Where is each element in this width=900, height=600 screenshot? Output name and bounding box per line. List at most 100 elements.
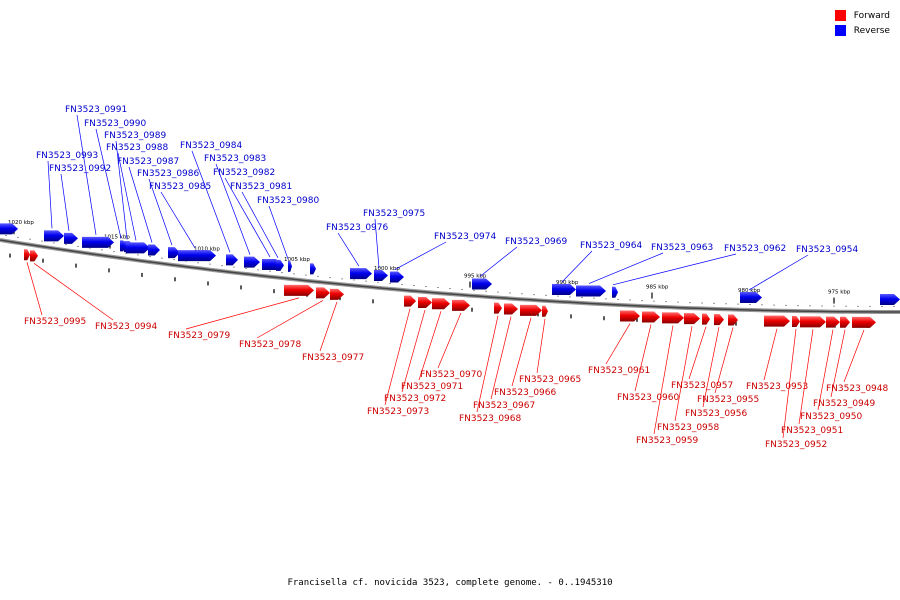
reverse-leader-line — [268, 205, 289, 260]
reverse-gene-arrow — [472, 278, 492, 290]
forward-leader-line — [26, 262, 43, 316]
forward-gene-arrow — [840, 316, 850, 328]
scale-tick-label: 1005 kbp — [284, 257, 310, 263]
reverse-gene-label: FN3523_0982 — [213, 168, 275, 178]
forward-leader-line — [319, 301, 338, 352]
reverse-gene-label: FN3523_0962 — [724, 244, 786, 254]
reverse-leader-line — [241, 191, 279, 258]
scale-tick-label: 1000 kbp — [374, 266, 400, 272]
forward-leader-line — [653, 325, 674, 435]
scale-tick-label: 995 kbp — [464, 274, 487, 280]
reverse-leader-line — [117, 152, 137, 241]
reverse-leader-line — [148, 178, 173, 246]
reverse-leader-line — [191, 150, 231, 253]
forward-gene-label: FN3523_0994 — [95, 322, 157, 332]
forward-leader-line — [384, 308, 411, 406]
reverse-gene-label: FN3523_0989 — [104, 131, 166, 141]
forward-gene-label: FN3523_0956 — [685, 409, 747, 419]
forward-gene-label: FN3523_0970 — [420, 370, 482, 380]
reverse-gene-label: FN3523_0985 — [149, 182, 211, 192]
forward-gene-label: FN3523_0948 — [826, 384, 888, 394]
forward-gene-arrow — [764, 315, 790, 327]
reverse-gene-label: FN3523_0963 — [651, 243, 713, 253]
forward-leader-line — [634, 324, 652, 392]
scale-tick-label: 980 kbp — [738, 288, 761, 294]
forward-leader-line — [674, 326, 693, 422]
forward-gene-arrow — [432, 298, 450, 310]
reverse-gene-arrow — [126, 242, 150, 254]
forward-gene-arrow — [620, 310, 640, 322]
reverse-gene-label: FN3523_0981 — [230, 182, 292, 192]
forward-gene-arrow — [728, 314, 738, 326]
reverse-gene-arrow — [576, 285, 606, 297]
forward-genes: FN3523_0995 FN3523_0994 FN3523_0979 FN3523_… — [24, 249, 888, 450]
genome-caption: Francisella cf. novicida 3523, complete … — [287, 578, 613, 588]
reverse-gene-arrow — [350, 268, 372, 280]
reverse-leader-line — [374, 218, 380, 269]
reverse-gene-label: FN3523_0984 — [180, 141, 242, 151]
reverse-gene-arrow — [374, 270, 388, 282]
forward-gene-label: FN3523_0951 — [781, 426, 843, 436]
forward-labels: FN3523_0995 FN3523_0994 FN3523_0979 FN3523_… — [24, 262, 888, 450]
forward-gene-arrow — [826, 316, 840, 328]
forward-leader-line — [476, 315, 499, 413]
reverse-leader-line — [115, 140, 128, 240]
forward-leader-line — [843, 329, 865, 383]
forward-gene-arrow — [418, 296, 432, 308]
forward-gene-arrow — [330, 288, 344, 300]
reverse-gene-arrow — [552, 283, 576, 295]
reverse-labels: FN3523_0993 FN3523_0992 FN3523_0991 FN3523_… — [36, 105, 858, 291]
forward-gene-label: FN3523_0960 — [617, 393, 679, 403]
scale-tick-label: 1010 kbp — [194, 246, 220, 252]
reverse-genes: FN3523_0993 FN3523_0992 FN3523_0991 FN3523_… — [0, 105, 900, 305]
reverse-leader-line — [588, 252, 664, 284]
forward-gene-arrow — [702, 313, 710, 325]
reverse-gene-label: FN3523_0983 — [204, 154, 266, 164]
forward-leader-line — [605, 323, 631, 365]
forward-leader-line — [798, 329, 814, 425]
reverse-gene-arrow — [880, 293, 900, 305]
reverse-leader-line — [561, 250, 593, 283]
reverse-gene-arrow — [226, 254, 238, 266]
reverse-leader-line — [160, 191, 196, 249]
forward-leader-line — [536, 318, 546, 374]
genome-backbone — [0, 238, 900, 314]
forward-swatch — [834, 10, 846, 21]
reverse-gene-label: FN3523_0992 — [49, 164, 111, 174]
reverse-leader-line — [95, 128, 122, 239]
reverse-gene-label: FN3523_0954 — [796, 245, 858, 255]
forward-leader-line — [830, 329, 846, 398]
forward-gene-label: FN3523_0955 — [697, 395, 759, 405]
forward-leader-line — [437, 312, 462, 369]
forward-gene-label: FN3523_0972 — [384, 394, 446, 404]
forward-gene-arrow — [494, 302, 502, 314]
forward-gene-label: FN3523_0995 — [24, 317, 86, 327]
forward-gene-label: FN3523_0959 — [636, 436, 698, 446]
forward-gene-arrow — [24, 249, 30, 261]
reverse-gene-arrow — [612, 286, 618, 298]
legend-forward-label: Forward — [853, 10, 890, 21]
forward-leader-line — [817, 329, 834, 411]
legend-reverse: Reverse — [834, 23, 890, 38]
forward-gene-label: FN3523_0973 — [367, 407, 429, 417]
forward-gene-arrow — [452, 299, 470, 311]
forward-gene-label: FN3523_0952 — [765, 440, 827, 450]
reverse-gene-label: FN3523_0987 — [117, 157, 179, 167]
forward-leader-line — [702, 327, 720, 408]
reverse-gene-label: FN3523_0969 — [505, 237, 567, 247]
reverse-gene-arrow — [64, 232, 78, 244]
forward-gene-arrow — [404, 295, 416, 307]
scale-ticks: 1020 kbp 1015 kbp 1010 kbp 1005 kbp 1000 kbp… — [5, 220, 895, 328]
reverse-gene-arrow — [390, 271, 404, 283]
reverse-gene-label: FN3523_0991 — [65, 105, 127, 115]
reverse-leader-line — [612, 253, 737, 286]
reverse-leader-line — [479, 246, 518, 277]
scale-tick-label: 1015 kbp — [104, 235, 130, 241]
reverse-gene-arrow — [276, 259, 284, 271]
reverse-gene-arrow — [310, 263, 316, 275]
forward-gene-label: FN3523_0978 — [239, 340, 301, 350]
legend-forward: Forward — [834, 8, 890, 23]
reverse-gene-label: FN3523_0993 — [36, 151, 98, 161]
reverse-leader-line — [748, 254, 809, 291]
reverse-leader-line — [224, 177, 271, 258]
